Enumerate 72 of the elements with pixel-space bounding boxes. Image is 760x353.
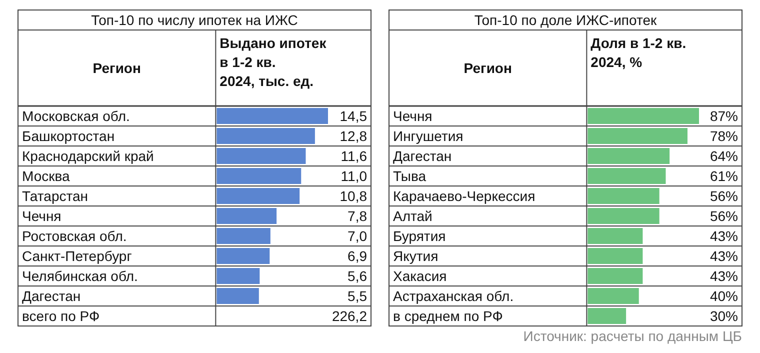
data-label: 56% [710,208,738,224]
bar [216,288,259,304]
bar [588,228,643,244]
y-tick-label: Тыва [393,168,426,184]
data-label: 43% [710,248,738,264]
bar [588,268,643,284]
y-tick-label: Карачаево-Черкессия [393,188,536,204]
data-label: 87% [710,108,738,124]
bar [588,288,639,304]
bar [216,128,315,144]
data-label: 7,8 [348,208,368,224]
y-tick-label: Хакасия [393,268,447,284]
data-label: 11,0 [340,168,368,184]
data-label: 5,6 [348,268,368,284]
y-axis-title: Регион [92,60,141,76]
bar [588,208,660,224]
x-axis-title: Выдано ипотек в 1-2 кв. 2024, тыс. ед. [220,35,328,89]
y-tick-label: Якутия [393,248,438,264]
bar [588,188,660,204]
data-label: 43% [710,268,738,284]
bar [588,248,643,264]
data-label: 64% [710,148,738,164]
text: Источник: расчеты по данным ЦБ [523,328,742,344]
data-label: 40% [710,288,738,304]
bar [216,248,270,264]
bar [216,228,270,244]
y-tick-label: Московская обл. [22,108,130,124]
bar [588,148,670,164]
bar [216,148,306,164]
y-tick-label: Дагестан [22,288,81,304]
y-tick-label: Татарстан [22,188,88,204]
y-tick-label: Алтай [393,208,432,224]
data-label: 10,8 [340,188,368,204]
y-tick-label: в среднем по РФ [393,308,503,324]
data-label: 56% [710,188,738,204]
y-axis-title: Регион [464,60,512,76]
y-tick-label: Краснодарский край [22,148,154,164]
y-tick-label: Дагестан [393,148,452,164]
data-label: 30% [710,308,738,324]
y-tick-label: Челябинская обл. [22,268,138,284]
data-label: 12,8 [340,128,368,144]
y-tick-label: Астраханская обл. [393,288,514,304]
data-label: 7,0 [348,228,368,244]
bar [588,128,688,144]
bar [588,308,626,324]
data-label: 6,9 [348,248,368,264]
bar [216,208,277,224]
bar [216,108,328,124]
bar [216,188,300,204]
y-tick-label: Санкт-Петербург [22,248,132,264]
bar [588,108,699,124]
data-label: 5,5 [348,288,368,304]
data-label: 14,5 [340,108,368,124]
bar [588,168,666,184]
bar [216,168,302,184]
chart-title: Топ-10 по доле ИЖС-ипотек [474,12,658,28]
text: всего по РФ [22,308,100,324]
bar [216,268,260,284]
y-tick-label: Чечня [22,208,62,224]
y-tick-label: Башкортостан [22,128,115,144]
text: 226,2 [332,308,368,324]
y-tick-label: Ростовская обл. [22,228,127,244]
y-tick-label: Ингушетия [393,128,464,144]
x-axis-title: Доля в 1-2 кв. 2024, % [590,35,686,70]
data-label: 43% [710,228,738,244]
data-label: 11,6 [340,148,368,164]
y-tick-label: Бурятия [393,228,446,244]
data-label: 78% [710,128,738,144]
y-tick-label: Москва [22,168,70,184]
data-label: 61% [710,168,738,184]
chart-title: Топ-10 по числу ипотек на ИЖС [91,12,298,28]
y-tick-label: Чечня [393,108,432,124]
